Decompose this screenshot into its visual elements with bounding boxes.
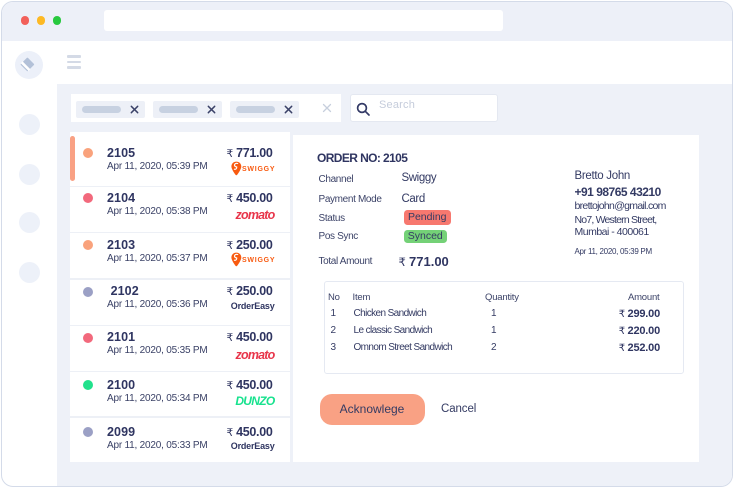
svg-text:SWIGGY: SWIGGY: [242, 257, 275, 264]
svg-text:SWIGGY: SWIGGY: [242, 166, 275, 173]
